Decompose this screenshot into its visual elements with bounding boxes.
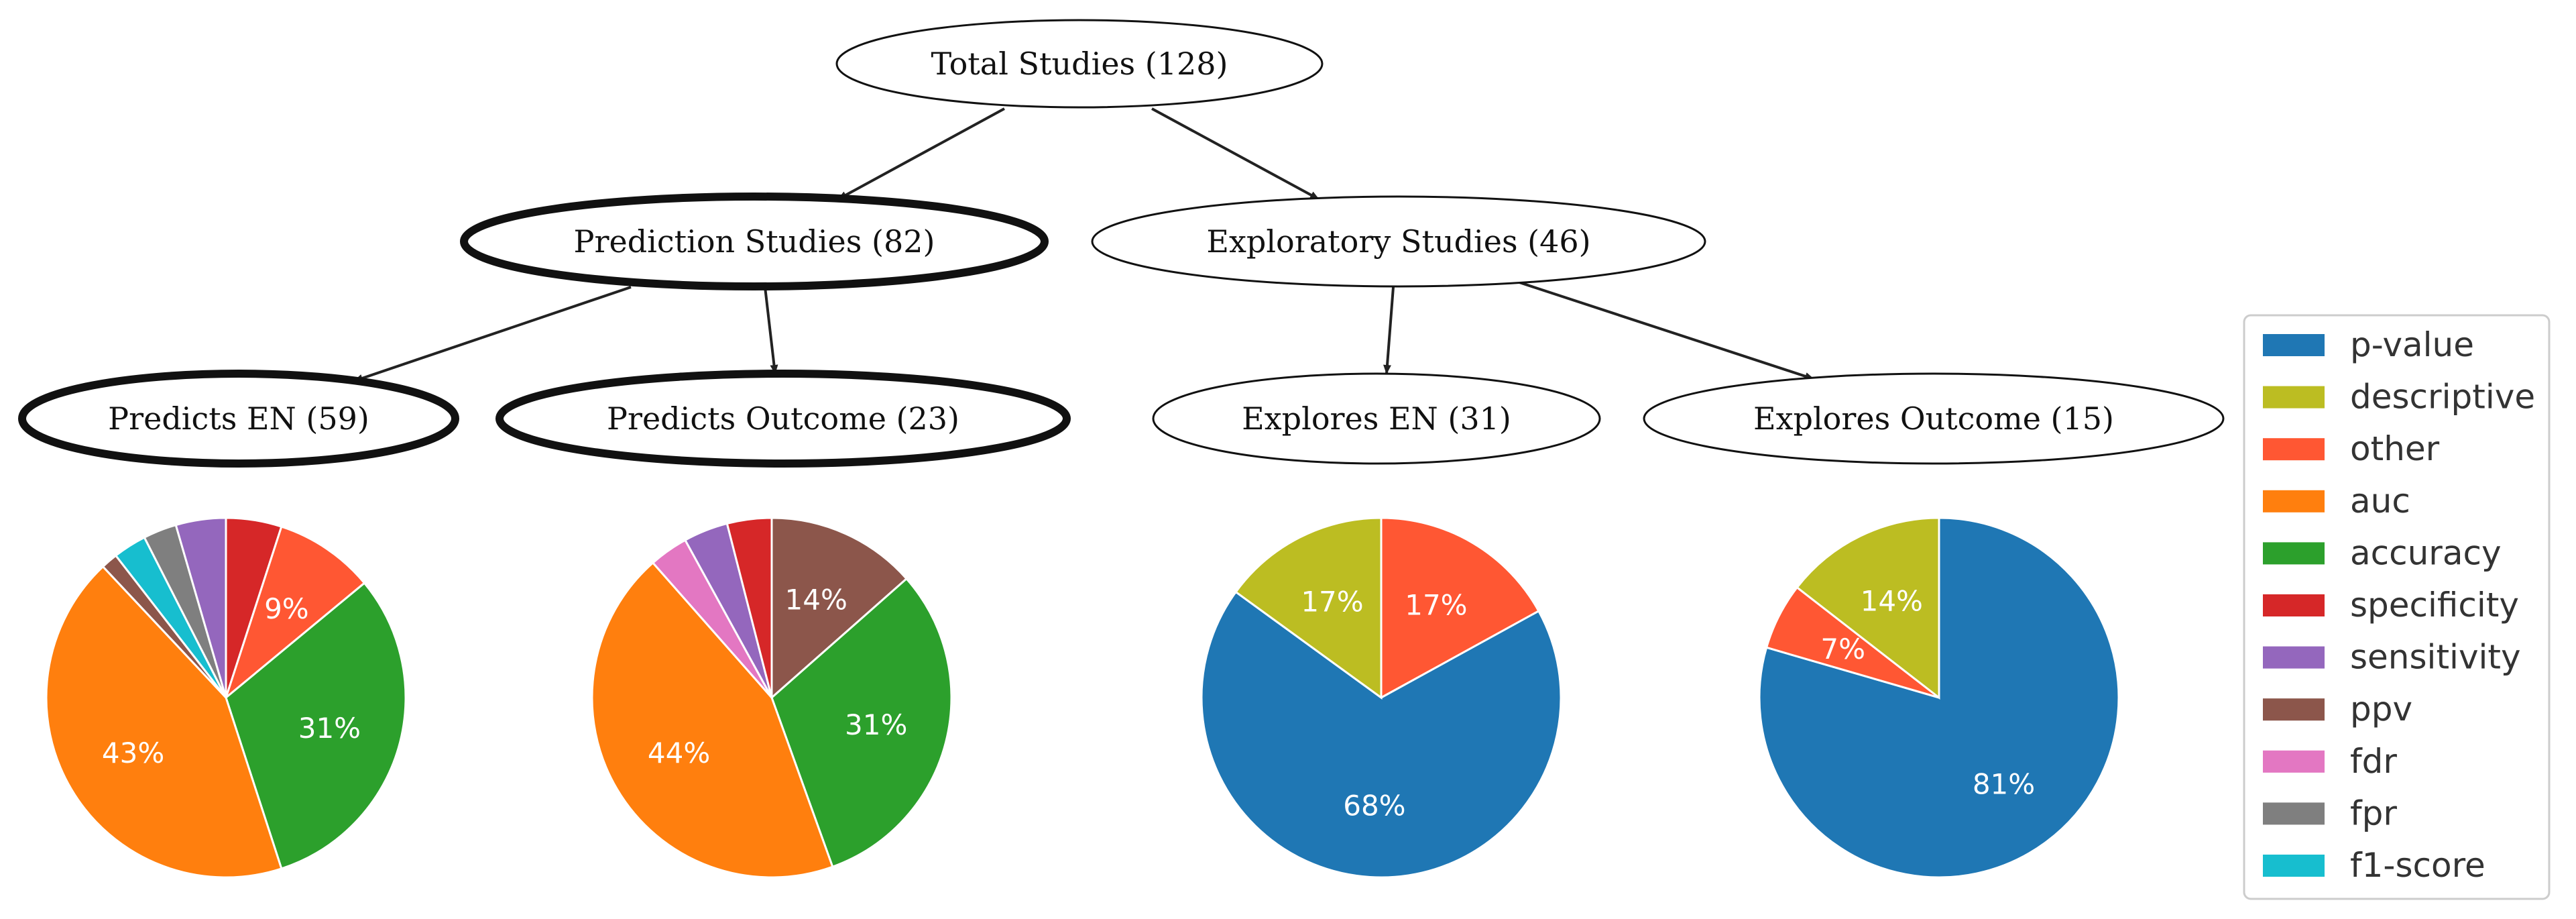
node-label: Total Studies (128) [931, 46, 1228, 82]
node-ellipse [495, 370, 1071, 468]
legend-swatch [2263, 490, 2325, 512]
node-ellipse [1091, 195, 1706, 288]
legend-entry-descriptive: descriptive [2263, 378, 2535, 417]
legend: p-value descriptive other auc accuracy specif… [2243, 314, 2551, 900]
pie-slice-p-value [1200, 590, 1562, 879]
legend-entry-fpr: fpr [2263, 794, 2397, 832]
pie-slice-descriptive [1796, 517, 1940, 700]
legend-swatch [2263, 855, 2325, 877]
pie-percent-label: 68% [1343, 790, 1405, 822]
pie-percent-label: 14% [1861, 585, 1923, 618]
node-ellipse [1643, 372, 2225, 465]
node-label: Exploratory Studies (46) [1206, 223, 1590, 260]
edge-prediction-to-pred_en [353, 286, 632, 382]
pie-pred_outcome: 14% 31% 44% [591, 517, 953, 879]
legend-swatch [2263, 594, 2325, 616]
legend-entry-ppv: ppv [2263, 690, 2412, 728]
legend-label: f1-score [2350, 846, 2485, 885]
legend-swatch [2263, 386, 2325, 409]
node-ellipse [1152, 372, 1601, 465]
legend-label: auc [2350, 482, 2410, 521]
edge-prediction-to-pred_outcome [764, 286, 778, 374]
edge-exploratory-to-expl_outcome [1517, 280, 1814, 380]
pie-slice-other [223, 525, 366, 701]
pie-percent-label: 31% [845, 708, 907, 741]
pie-percent-label: 7% [1820, 633, 1865, 665]
legend-label: descriptive [2350, 378, 2535, 417]
pie-charts: 9% 31% 43% 14% 31% 44% 17% 68% 17% 81% 7% 14% [45, 517, 2120, 879]
pie-slice-accuracy [225, 582, 407, 870]
legend-swatch [2263, 802, 2325, 825]
legend-entry-fdr: fdr [2263, 742, 2397, 781]
node-pred_en: Predicts EN (59) [18, 370, 459, 468]
legend-label: ppv [2350, 690, 2412, 728]
pie-slice-auc [45, 565, 283, 879]
pie-percent-label: 17% [1301, 586, 1363, 618]
node-ellipse [835, 19, 1324, 109]
edge-exploratory-to-expl_en [1383, 286, 1395, 374]
pie-slice-auc [591, 561, 834, 879]
legend-swatch [2263, 750, 2325, 773]
pie-slice-accuracy [770, 577, 953, 869]
legend-label: other [2350, 429, 2440, 468]
pie-percent-label: 31% [298, 712, 361, 745]
node-label: Explores EN (31) [1242, 400, 1511, 437]
node-prediction: Prediction Studies (82) [460, 193, 1049, 290]
legend-swatch [2263, 542, 2325, 565]
pie-expl_en: 17% 68% 17% [1200, 517, 1562, 879]
node-label: Prediction Studies (82) [574, 223, 935, 260]
legend-swatch [2263, 698, 2325, 721]
legend-entry-accuracy: accuracy [2263, 533, 2502, 572]
legend-label: specificity [2350, 586, 2519, 625]
legend-label: sensitivity [2350, 638, 2521, 677]
node-ellipse [460, 193, 1049, 290]
pie-percent-label: 81% [1973, 768, 2035, 801]
pie-slice-specificity [725, 517, 773, 698]
node-label: Explores Outcome (15) [1753, 400, 2114, 437]
pie-slice-sensitivity [174, 517, 227, 698]
node-label: Predicts EN (59) [108, 400, 369, 437]
legend-entry-f1-score: f1-score [2263, 846, 2485, 885]
pie-slice-other [1380, 517, 1540, 700]
legend-label: fpr [2350, 794, 2397, 832]
pie-expl_outcome: 81% 7% 14% [1758, 517, 2120, 879]
pie-slice-ppv [770, 517, 909, 700]
tree-nodes: Total Studies (128) Prediction Studies (8… [18, 19, 2225, 468]
pie-percent-label: 17% [1405, 589, 1467, 622]
legend-swatch [2263, 646, 2325, 669]
legend-entry-sensitivity: sensitivity [2263, 638, 2521, 677]
node-label: Predicts Outcome (23) [607, 400, 959, 437]
legend-entry-specificity: specificity [2263, 586, 2519, 625]
node-exploratory: Exploratory Studies (46) [1091, 195, 1706, 288]
edge-total-to-exploratory [1151, 107, 1320, 201]
legend-swatch [2263, 334, 2325, 356]
legend-entry-other: other [2263, 429, 2440, 468]
node-expl_outcome: Explores Outcome (15) [1643, 372, 2225, 465]
pie-slice-descriptive [1234, 517, 1383, 700]
pie-pred_en: 9% 31% 43% [45, 517, 407, 879]
legend-label: fdr [2350, 742, 2397, 781]
pie-percent-label: 44% [648, 737, 710, 769]
pie-percent-label: 43% [102, 737, 164, 769]
node-total: Total Studies (128) [835, 19, 1324, 109]
node-expl_en: Explores EN (31) [1152, 372, 1601, 465]
tree-edges [353, 107, 1814, 382]
legend-label: p-value [2350, 325, 2474, 364]
legend-label: accuracy [2350, 533, 2502, 572]
legend-entry-p-value: p-value [2263, 325, 2474, 364]
edge-total-to-prediction [837, 107, 1005, 201]
pie-percent-label: 9% [264, 592, 309, 625]
pie-percent-label: 14% [785, 583, 847, 616]
legend-swatch [2263, 438, 2325, 461]
node-pred_outcome: Predicts Outcome (23) [495, 370, 1071, 468]
node-ellipse [18, 370, 459, 468]
legend-entry-auc: auc [2263, 482, 2410, 521]
